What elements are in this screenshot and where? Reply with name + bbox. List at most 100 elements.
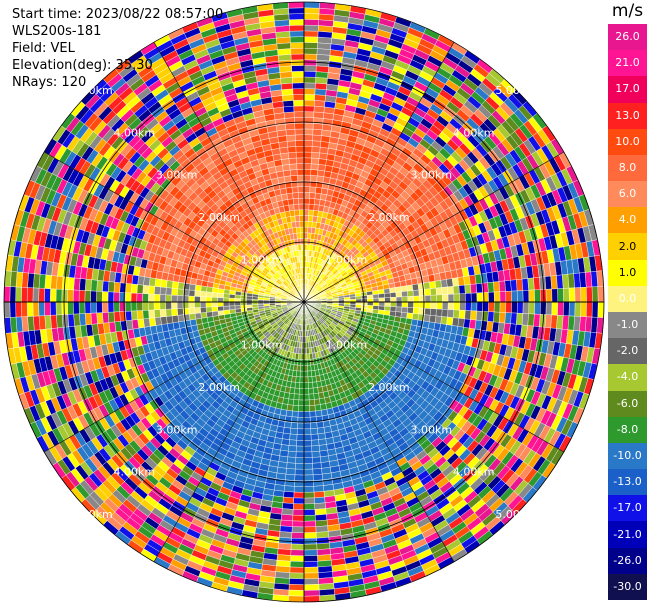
range-gate — [199, 296, 207, 303]
range-gate — [171, 294, 178, 303]
range-gate — [107, 311, 115, 323]
range-gate — [303, 232, 308, 239]
range-gate — [159, 301, 166, 310]
range-gate — [292, 399, 300, 406]
range-gate — [303, 422, 311, 430]
range-gate — [540, 301, 547, 315]
range-gate — [125, 283, 133, 294]
range-gate — [298, 405, 305, 412]
range-gate — [308, 215, 314, 222]
range-gate — [303, 221, 309, 228]
range-gate — [389, 292, 397, 298]
range-gate — [246, 304, 253, 309]
range-gate — [282, 432, 291, 440]
range-gate — [534, 289, 541, 303]
range-gate — [90, 312, 98, 325]
range-gate — [21, 287, 28, 303]
range-gate — [303, 526, 317, 533]
range-gate — [540, 289, 547, 303]
range-gate — [313, 491, 325, 499]
range-gate — [586, 301, 593, 318]
range-gate — [458, 309, 466, 320]
range-gate — [488, 291, 495, 303]
range-gate — [312, 123, 323, 131]
range-gate — [9, 286, 17, 303]
range-gate — [194, 296, 201, 303]
range-gate — [303, 82, 316, 90]
range-gate — [527, 277, 535, 291]
range-gate — [434, 280, 442, 289]
range-gate — [90, 301, 97, 314]
range-gate — [280, 519, 293, 527]
range-gate — [142, 293, 149, 303]
range-gate — [313, 485, 325, 493]
range-gate — [206, 311, 214, 318]
range-gate — [401, 290, 408, 298]
range-gate — [303, 226, 309, 234]
range-gate — [303, 111, 315, 118]
range-gate — [148, 309, 156, 319]
range-gate — [355, 295, 362, 300]
range-gate — [308, 198, 316, 205]
range-gate — [84, 312, 92, 326]
range-gate — [299, 370, 305, 378]
range-gate — [113, 301, 120, 313]
range-gate — [441, 309, 449, 318]
range-gate — [407, 296, 414, 303]
range-gate — [316, 421, 325, 429]
range-gate — [299, 382, 305, 389]
range-gate — [73, 313, 81, 327]
range-gate — [516, 301, 524, 314]
range-gate — [424, 295, 432, 303]
range-gate — [303, 174, 311, 182]
range-gate — [283, 421, 292, 429]
range-gate — [303, 42, 318, 49]
range-gate — [15, 286, 22, 303]
range-gate — [464, 310, 472, 320]
range-gate — [279, 525, 293, 533]
range-gate — [311, 146, 321, 154]
range-gate — [240, 304, 247, 309]
range-gate — [314, 398, 321, 406]
range-gate — [303, 503, 316, 510]
range-gate — [423, 281, 431, 290]
range-gate — [136, 301, 143, 311]
range-gate — [303, 468, 314, 476]
range-gate — [288, 595, 305, 603]
range-gate — [96, 280, 104, 292]
range-gate — [361, 301, 368, 306]
range-gate — [312, 128, 323, 136]
range-gate — [303, 76, 316, 84]
range-gate — [400, 285, 408, 292]
range-gate — [384, 306, 391, 312]
range-gate — [533, 313, 541, 327]
range-gate — [44, 288, 51, 303]
range-gate — [372, 301, 380, 307]
range-gate — [311, 450, 321, 458]
range-gate — [303, 197, 310, 205]
range-gate — [406, 284, 414, 292]
range-gate — [476, 292, 484, 303]
range-gate — [188, 301, 195, 309]
range-gate — [401, 306, 408, 314]
range-gate — [430, 301, 437, 310]
range-gate — [290, 555, 305, 562]
range-gate — [102, 280, 110, 292]
range-gate — [476, 301, 484, 312]
range-gate — [310, 428, 319, 435]
range-gate — [504, 280, 512, 292]
range-gate — [296, 428, 305, 435]
range-gate — [303, 94, 316, 101]
range-gate — [306, 359, 311, 366]
range-gate — [189, 313, 196, 321]
range-gate — [211, 292, 219, 298]
range-gate — [303, 491, 315, 499]
range-gate — [194, 284, 202, 292]
range-gate — [378, 293, 385, 299]
range-gate — [423, 314, 431, 323]
range-gate — [310, 433, 319, 441]
range-gate — [303, 399, 310, 407]
range-gate — [303, 359, 308, 366]
range-gate — [130, 301, 138, 312]
range-gate — [303, 370, 309, 378]
